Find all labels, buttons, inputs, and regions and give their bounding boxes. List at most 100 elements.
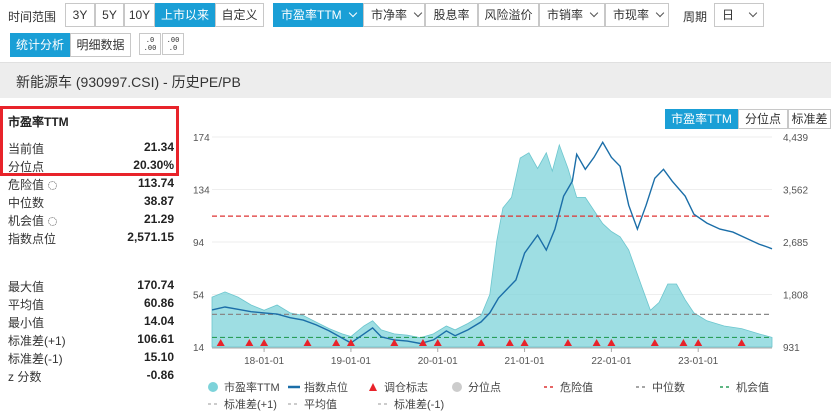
chart-tab-stddev[interactable]: 标准差 xyxy=(788,109,831,129)
stat-row: 危险值 113.74 xyxy=(8,176,176,194)
index-line xyxy=(211,140,773,345)
stat-value: 2,571.15 xyxy=(127,230,174,244)
rebalance-marker xyxy=(563,339,572,346)
page-title-bar: 新能源车 (930997.CSI) - 历史PE/PB xyxy=(0,62,831,98)
stat-row: 机会值 21.29 xyxy=(8,212,176,230)
rebalance-marker xyxy=(433,339,442,346)
stat-label: 中位数 xyxy=(8,196,45,210)
legend-label: 危险值 xyxy=(560,380,593,394)
decrease-decimal-button[interactable]: .0 .00 xyxy=(139,33,161,55)
stat-value: 20.30% xyxy=(133,158,174,172)
stat-value: 170.74 xyxy=(137,278,174,292)
x-tick-label: 22-01-01 xyxy=(591,356,631,367)
rebalance-marker xyxy=(477,339,486,346)
metric-pb-label: 市净率 xyxy=(371,8,408,22)
rebalance-marker xyxy=(332,339,341,346)
metric-pe-ttm-dropdown[interactable]: 市盈率TTM xyxy=(273,3,363,27)
metric-risk-premium-button[interactable]: 风险溢价 xyxy=(478,3,539,27)
stat-label: 标准差(+1) xyxy=(8,334,66,348)
increase-decimal-button[interactable]: .00 .0 xyxy=(162,33,184,55)
stat-value: 14.04 xyxy=(143,314,174,328)
chart-tab-percentile[interactable]: 分位点 xyxy=(738,109,788,129)
stat-label: 指数点位 xyxy=(8,232,57,246)
rebalance-marker xyxy=(303,339,312,346)
stat-row: 最大值 170.74 xyxy=(8,278,176,296)
rebalance-marker xyxy=(418,339,427,346)
legend-swatch xyxy=(369,383,377,391)
chart-tab-pe-ttm[interactable]: 市盈率TTM xyxy=(665,109,738,129)
stat-row: 标准差(-1) 15.10 xyxy=(8,350,176,368)
legend-label: 市盈率TTM xyxy=(224,380,280,394)
stat-row: 中位数 38.87 xyxy=(8,194,176,212)
y-right-tick-label: 1,808 xyxy=(783,291,808,302)
metric-pcf-dropdown[interactable]: 市现率 xyxy=(605,3,669,27)
rebalance-marker xyxy=(607,339,616,346)
stat-value: 15.10 xyxy=(143,350,174,364)
legend-swatch xyxy=(452,382,462,392)
view-tabs-row: 统计分析 明细数据 .0 .00 .00 .0 xyxy=(0,33,831,57)
gear-icon[interactable] xyxy=(48,217,58,226)
stat-label: 最大值 xyxy=(8,280,45,294)
metric-dividend-button[interactable]: 股息率 xyxy=(425,3,478,27)
y-right-tick-label: 2,685 xyxy=(783,238,808,249)
legend-swatch xyxy=(208,382,218,392)
rebalance-marker xyxy=(679,339,688,346)
stat-row: 最小值 14.04 xyxy=(8,314,176,332)
rebalance-marker xyxy=(346,339,355,346)
rebalance-marker xyxy=(650,339,659,346)
y-right-tick-label: 4,439 xyxy=(783,133,808,144)
stat-row: z 分数 -0.86 xyxy=(8,368,176,386)
range-10y-button[interactable]: 10Y xyxy=(124,3,155,27)
period-dropdown[interactable]: 日 xyxy=(714,3,764,27)
stat-value: 60.86 xyxy=(143,296,174,310)
range-3y-button[interactable]: 3Y xyxy=(65,3,95,27)
y-left-tick-label: 134 xyxy=(193,186,210,197)
rebalance-marker xyxy=(245,339,254,346)
legend-label: 机会值 xyxy=(736,380,769,394)
metric-ps-label: 市销率 xyxy=(547,8,584,22)
period-value: 日 xyxy=(722,8,735,22)
metric-pb-dropdown[interactable]: 市净率 xyxy=(363,3,425,27)
rebalance-marker xyxy=(694,339,703,346)
metric-ps-dropdown[interactable]: 市销率 xyxy=(539,3,605,27)
stat-label: 最小值 xyxy=(8,316,45,330)
pe-ttm-area xyxy=(211,143,773,348)
rebalance-marker xyxy=(390,339,399,346)
gear-icon[interactable] xyxy=(48,181,58,190)
legend-label: 标准差(+1) xyxy=(224,397,277,411)
stat-label: 平均值 xyxy=(8,298,45,312)
range-all-button[interactable]: 上市以来 xyxy=(155,3,215,27)
x-tick-label: 23-01-01 xyxy=(678,356,718,367)
toolbar-row: 时间范围 3Y 5Y 10Y 上市以来 自定义 市盈率TTM 市净率 股息率 风… xyxy=(0,3,831,27)
stat-value: 21.29 xyxy=(143,212,174,226)
range-custom-button[interactable]: 自定义 xyxy=(215,3,264,27)
chevron-down-icon xyxy=(748,8,758,18)
rebalance-marker xyxy=(505,339,514,346)
tab-stats-analysis[interactable]: 统计分析 xyxy=(10,33,70,57)
chart-tabs: 市盈率TTM 分位点 标准差 xyxy=(663,109,831,129)
y-left-tick-label: 174 xyxy=(193,133,210,144)
rebalance-marker xyxy=(216,339,225,346)
legend-label: 标准差(-1) xyxy=(394,397,444,411)
stat-value: 113.74 xyxy=(137,176,174,190)
stat-row: 分位点 20.30% xyxy=(8,158,176,176)
legend-label: 调仓标志 xyxy=(384,380,428,394)
range-5y-button[interactable]: 5Y xyxy=(95,3,124,27)
stat-label: z 分数 xyxy=(8,370,42,384)
y-left-tick-label: 14 xyxy=(193,343,205,354)
time-range-label: 时间范围 xyxy=(8,10,57,24)
sidebar-header: 市盈率TTM xyxy=(8,115,69,129)
legend-label: 分位点 xyxy=(468,380,501,394)
stat-value: -0.86 xyxy=(146,368,174,382)
tab-detail-data[interactable]: 明细数据 xyxy=(70,33,131,57)
y-right-tick-label: 931 xyxy=(783,343,800,354)
chevron-down-icon xyxy=(413,8,423,18)
stat-label: 标准差(-1) xyxy=(8,352,63,366)
stat-row: 当前值 21.34 xyxy=(8,140,176,158)
legend-label: 指数点位 xyxy=(304,380,348,394)
y-left-tick-label: 94 xyxy=(193,238,205,249)
stat-label: 危险值 xyxy=(8,176,58,193)
stat-value: 38.87 xyxy=(143,194,174,208)
metric-pcf-label: 市现率 xyxy=(613,8,650,22)
rebalance-marker xyxy=(737,339,746,346)
